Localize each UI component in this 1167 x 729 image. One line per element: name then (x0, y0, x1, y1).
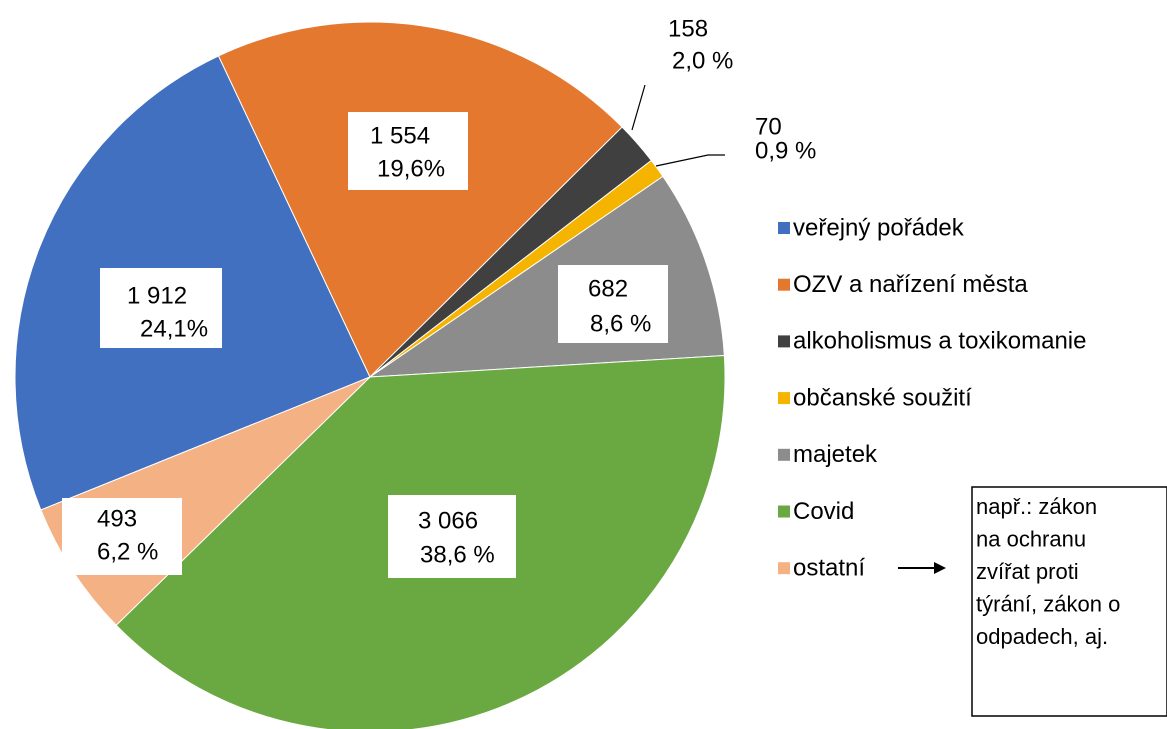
legend-label: alkoholismus a toxikomanie (793, 328, 1086, 355)
leader-line (655, 154, 725, 167)
pie-slice (217, 21, 623, 378)
legend-label: Covid (793, 498, 854, 525)
percent-label: 6,2 % (97, 538, 158, 565)
leader-line (631, 84, 646, 131)
value-label: 682 (588, 275, 628, 302)
value-label: 1 912 (127, 282, 187, 309)
percent-label: 38,6 % (420, 541, 495, 568)
percent-label: 8,6 % (590, 310, 651, 337)
annotation-text: týrání, zákon o (976, 592, 1120, 617)
legend-swatch (778, 505, 790, 518)
arrow-head (934, 562, 946, 574)
annotation-box (971, 486, 1167, 717)
value-label: 3 066 (418, 507, 478, 534)
annotation-text: zvířat proti (976, 559, 1079, 584)
percent-label: 2,0 % (672, 47, 733, 74)
legend-swatch (778, 278, 790, 291)
label-box (100, 268, 222, 348)
percent-label: 0,9 % (755, 137, 816, 164)
value-label: 1 554 (370, 122, 430, 149)
value-label: 493 (97, 505, 137, 532)
legend-swatch (778, 335, 790, 348)
legend-swatch (778, 222, 790, 234)
legend-label: ostatní (793, 555, 865, 582)
value-label: 70 (755, 113, 782, 140)
legend-swatch (778, 562, 790, 575)
legend-label: občanské soužití (793, 384, 972, 411)
label-box (558, 265, 668, 343)
annotation-text: na ochranu (976, 526, 1086, 551)
percent-label: 19,6% (377, 155, 445, 182)
legend-swatch (778, 448, 790, 461)
legend-label: veřejný pořádek (793, 214, 965, 241)
value-label: 158 (668, 15, 708, 42)
legend-swatch (778, 392, 790, 405)
legend-label: OZV a nařízení města (793, 271, 1028, 298)
legend-label: majetek (793, 441, 878, 468)
label-box (388, 495, 516, 578)
label-box (348, 112, 468, 190)
annotation-text: odpadech, aj. (976, 624, 1108, 649)
label-box (62, 498, 182, 575)
annotation-text: např.: zákon (976, 494, 1097, 519)
percent-label: 24,1% (140, 315, 208, 342)
